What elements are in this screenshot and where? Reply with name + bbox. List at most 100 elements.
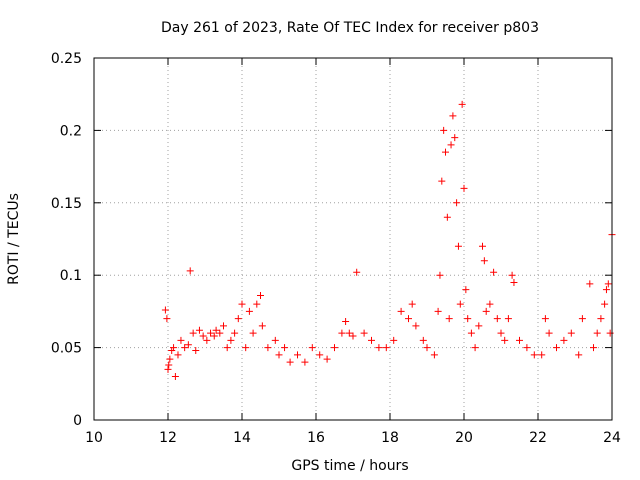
data-point [453,199,461,207]
data-point [275,351,283,359]
data-point [464,315,472,323]
data-point [541,315,549,323]
data-point [510,278,518,286]
data-point [227,336,235,344]
data-point [508,271,516,279]
data-point [590,344,597,352]
data-point [567,329,575,337]
data-point [482,307,490,315]
data-point [504,315,512,323]
grid-lines [94,58,612,420]
x-axis-ticks: 10 12 14 16 18 20 22 24 [85,58,621,446]
data-point [234,315,242,323]
data-point [486,300,494,308]
data-point [475,322,483,330]
data-point [382,344,390,352]
data-point [449,112,457,120]
data-point [163,315,171,323]
data-point [538,351,546,359]
data-point [294,351,301,359]
data-point [575,351,583,359]
data-point [430,351,438,359]
data-point [242,344,250,352]
x-axis-label: GPS time / hours [291,458,408,474]
data-point [238,300,246,308]
data-point [530,351,538,359]
data-point [316,351,324,359]
y-tick-label: 0.15 [51,196,82,212]
data-point [553,344,560,352]
data-point [456,300,464,308]
plot-frame [93,57,613,421]
data-point [493,315,501,323]
data-point [349,332,357,340]
data-point [360,329,368,337]
data-point [560,336,568,344]
data-point [223,344,231,352]
data-point [258,322,266,330]
data-point [171,373,179,381]
data-point [436,271,444,279]
data-point [368,336,375,344]
data-point [460,184,468,192]
data-point [423,344,431,352]
data-point [164,365,172,373]
data-point [445,315,453,323]
y-tick-label: 0.2 [60,123,82,139]
data-point [216,329,224,337]
data-point [199,332,207,340]
data-point [210,332,218,340]
x-tick-label: 10 [85,430,103,446]
y-axis-label: ROTI / TECUs [6,193,22,285]
data-point [338,329,346,337]
data-point [286,358,294,366]
data-point [471,344,479,352]
chart-title: Day 261 of 2023, Rate Of TEC Index for r… [161,20,539,36]
data-point [501,336,509,344]
data-point [353,268,361,276]
data-point [345,329,353,337]
data-point [454,242,462,250]
data-point [181,344,189,352]
x-tick-label: 18 [381,430,399,446]
data-point [458,100,466,108]
data-point [606,329,614,337]
data-point [597,315,605,323]
data-point [593,329,601,337]
y-tick-label: 0.1 [60,268,82,284]
data-point [440,126,448,134]
data-point [249,329,257,337]
data-point [245,307,253,315]
data-point [408,300,416,308]
data-point [412,322,420,330]
data-point [184,341,192,349]
x-tick-label: 14 [233,430,251,446]
data-point [308,344,316,352]
data-point [331,344,338,352]
data-point [434,307,442,315]
y-tick-label: 0.05 [51,341,82,357]
data-point [281,344,289,352]
data-point [165,361,173,369]
data-point [301,358,309,366]
data-point [405,315,412,323]
x-tick-label: 12 [159,430,177,446]
data-point [375,344,383,352]
data-point [419,336,427,344]
data-point [220,322,227,330]
data-point [523,344,531,352]
data-point [253,300,261,308]
data-point [166,355,174,363]
data-point [467,329,475,337]
data-point [397,307,405,315]
data-point [443,213,451,221]
data-point [170,344,178,352]
data-point [186,267,194,275]
data-point [342,318,350,326]
data-point [390,336,398,344]
data-point [212,326,220,334]
data-point [545,329,553,337]
data-point [161,306,169,314]
data-point [447,141,455,149]
data-point [451,134,459,142]
